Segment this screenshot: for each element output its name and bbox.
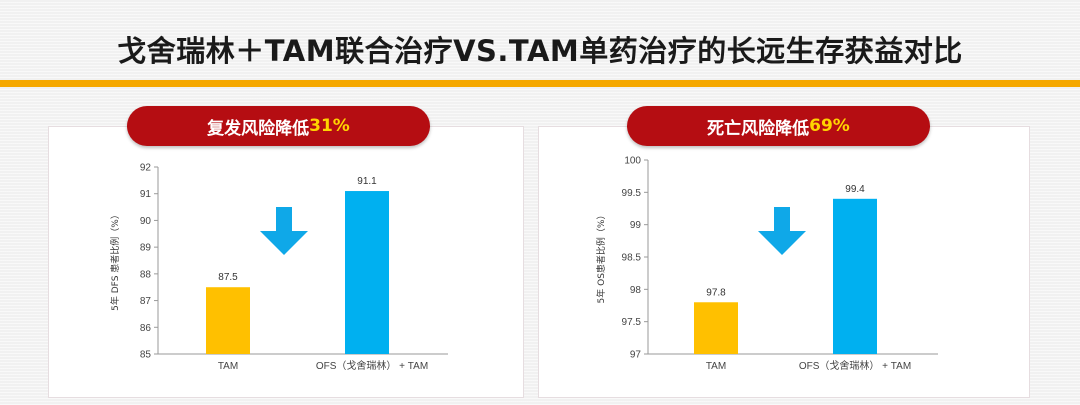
page-title: 戈舍瑞林＋TAM联合治疗VS.TAM单药治疗的长远生存获益对比 xyxy=(117,34,963,68)
dfs-y-tick-label: 90 xyxy=(140,216,152,227)
dfs-y-tick-label: 89 xyxy=(140,243,152,254)
dfs-y-tick-label: 92 xyxy=(140,163,152,174)
down-arrow-icon xyxy=(758,207,806,255)
os-value-label-1: 99.4 xyxy=(845,184,865,195)
dfs-bar-1 xyxy=(345,191,389,354)
os-bar-1 xyxy=(833,198,877,354)
os-category-label-0: TAM xyxy=(706,361,726,372)
dfs-y-tick-label: 85 xyxy=(140,350,152,361)
dfs-y-tick-label: 87 xyxy=(140,296,152,307)
dfs-chart-panel xyxy=(48,126,524,398)
dfs-y-tick-label: 91 xyxy=(140,189,152,200)
recurrence-risk-label: 复发风险降低 xyxy=(207,118,310,139)
os-y-axis-title: 5年 OS患者比例（%） xyxy=(595,211,607,304)
dfs-value-label-1: 91.1 xyxy=(357,176,377,187)
os-y-tick-label: 97 xyxy=(630,350,642,361)
os-y-tick-label: 99.5 xyxy=(622,188,642,199)
os-bar-0 xyxy=(694,302,738,354)
dfs-category-label-0: TAM xyxy=(218,361,238,372)
dfs-y-axis-title: 5年 DFS 患者比例（%） xyxy=(109,210,121,311)
title-divider xyxy=(0,80,1080,87)
os-y-tick-label: 100 xyxy=(624,156,641,167)
death-risk-label: 死亡风险降低 xyxy=(707,118,810,139)
os-y-tick-label: 99 xyxy=(630,220,642,231)
os-y-tick-label: 97.5 xyxy=(622,317,642,328)
recurrence-risk-pill: 复发风险降低 31% xyxy=(127,106,430,146)
os-y-tick-label: 98 xyxy=(630,285,642,296)
dfs-bar-0 xyxy=(206,287,250,354)
dfs-category-label-1: OFS（戈舍瑞林） + TAM xyxy=(316,359,428,372)
dfs-value-label-0: 87.5 xyxy=(218,272,238,283)
death-risk-pill: 死亡风险降低 69% xyxy=(627,106,930,146)
os-value-label-0: 97.8 xyxy=(706,287,726,298)
dfs-y-tick-label: 86 xyxy=(140,323,152,334)
down-arrow-icon xyxy=(260,207,308,255)
recurrence-risk-percent: 31% xyxy=(309,116,350,136)
os-category-label-1: OFS（戈舍瑞林） + TAM xyxy=(799,359,911,372)
dfs-y-tick-label: 88 xyxy=(140,269,152,280)
os-chart-panel xyxy=(538,126,1030,398)
os-y-tick-label: 98.5 xyxy=(622,253,642,264)
death-risk-percent: 69% xyxy=(809,116,850,136)
